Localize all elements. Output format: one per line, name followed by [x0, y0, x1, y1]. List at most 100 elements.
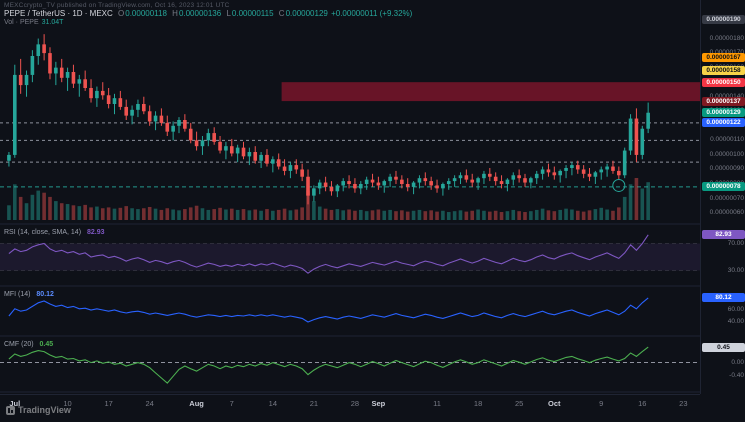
- volume-bar: [646, 182, 650, 220]
- volume-bar: [59, 203, 64, 220]
- candle-body: [288, 165, 293, 171]
- ohlc-close-value: 0.00000129: [285, 9, 328, 18]
- time-label-month: Aug: [189, 399, 204, 408]
- candle-body: [429, 181, 433, 186]
- volume-bar: [136, 209, 140, 220]
- volume-legend[interactable]: Vol · PEPE 31.04T: [4, 19, 63, 26]
- candle-body: [48, 53, 52, 74]
- time-label-day: 25: [514, 399, 524, 408]
- time-label-day: 16: [638, 399, 647, 408]
- volume-bar: [476, 209, 480, 220]
- volume-bar: [423, 211, 428, 220]
- rsi-value-tag[interactable]: 82.93: [702, 230, 745, 240]
- volume-bar: [206, 209, 211, 220]
- symbol-legend[interactable]: PEPE / TetherUS · 1D · MEXC O0.00000118 …: [4, 9, 412, 18]
- tradingview-logo[interactable]: TradingView: [6, 405, 71, 415]
- candle-body: [18, 74, 23, 86]
- candle-body: [511, 175, 516, 180]
- scale-tick: 0.00000140: [701, 93, 744, 101]
- volume-bar: [429, 210, 433, 220]
- candle-body: [347, 181, 351, 184]
- circle-drawing[interactable]: [612, 178, 626, 192]
- volume-bar: [353, 210, 357, 220]
- volume-bar: [570, 209, 574, 220]
- last-price-tag[interactable]: 0.00000129: [702, 108, 745, 118]
- mfi-value-tag[interactable]: 80.12: [702, 293, 745, 303]
- ohlc-low-value: 0.00000115: [231, 9, 274, 18]
- candle-body: [382, 181, 387, 186]
- mfi-name[interactable]: MFI (14): [4, 291, 31, 298]
- volume-bar: [517, 211, 521, 220]
- time-axis[interactable]: Jul 10 17 24 Aug 7 14 21 28 Sep 11 18 25 Oct 9 16 23: [0, 394, 700, 422]
- cmf-name[interactable]: CMF (20): [4, 341, 34, 348]
- cmf-value: 0.45: [39, 341, 54, 348]
- alert-tag-orange[interactable]: 0.00000167: [702, 52, 745, 62]
- candle-body: [282, 166, 287, 171]
- cmf-legend[interactable]: CMF (20) 0.45: [4, 341, 53, 348]
- volume-bar: [347, 209, 351, 220]
- symbol-title[interactable]: PEPE / TetherUS · 1D · MEXC: [4, 9, 113, 18]
- alert-tag-yellow[interactable]: 0.00000158: [702, 66, 745, 76]
- volume-bar: [247, 210, 252, 220]
- candle-body: [24, 74, 29, 86]
- candle-body: [124, 106, 129, 116]
- volume-bar: [435, 211, 439, 220]
- mfi-value: 80.12: [36, 291, 54, 298]
- volume-bar: [12, 184, 17, 220]
- volume-bar: [183, 209, 187, 220]
- volume-bar: [482, 210, 486, 220]
- alert-tag-blue[interactable]: 0.00000122: [702, 118, 745, 128]
- candle-body: [247, 152, 252, 157]
- volume-bar: [177, 210, 181, 220]
- volume-bar: [276, 209, 281, 220]
- volume-bar: [335, 209, 340, 220]
- volume-bar: [523, 212, 527, 220]
- scale-tick: 0.00000180: [709, 34, 744, 42]
- zone-top-tag[interactable]: 0.00000150: [702, 77, 745, 87]
- rsi-name[interactable]: RSI (14, close, SMA, 14): [4, 229, 82, 236]
- volume-bar: [194, 205, 199, 220]
- rsi-line[interactable]: [8, 234, 649, 274]
- ohlc-close-label: C: [278, 9, 285, 18]
- scale-top-gray-tag[interactable]: 0.00000190: [702, 15, 745, 25]
- cmf-line[interactable]: [8, 346, 649, 384]
- ohlc-high-label: H: [172, 9, 178, 18]
- candle-body: [165, 122, 170, 132]
- candle-body: [118, 98, 123, 107]
- zone-bottom-tag[interactable]: 0.00000137: [702, 96, 745, 106]
- volume-bar: [505, 211, 510, 220]
- volume-bar: [36, 190, 41, 220]
- price-scale[interactable]: 0.000001800.000001700.000001600.00000150…: [700, 0, 745, 394]
- candle-body: [488, 173, 492, 177]
- mfi-legend[interactable]: MFI (14) 80.12: [4, 291, 54, 298]
- time-label-day: 23: [679, 399, 688, 408]
- cmf-value-tag[interactable]: 0.45: [702, 342, 745, 352]
- volume-bar: [400, 210, 404, 220]
- rsi-legend[interactable]: RSI (14, close, SMA, 14) 82.93: [4, 229, 105, 236]
- main-chart-canvas[interactable]: [0, 0, 700, 394]
- candle-body: [59, 67, 64, 78]
- volume-bar: [640, 188, 645, 220]
- volume-bar: [358, 209, 363, 220]
- supply-zone-rectangle[interactable]: [281, 82, 700, 102]
- mfi-line[interactable]: [8, 297, 649, 323]
- candle-body: [622, 150, 627, 176]
- scale-tick: 0.00000110: [710, 136, 744, 144]
- candle-body: [147, 111, 152, 122]
- scale-tick: 0.00000090: [709, 165, 744, 173]
- candle-body: [529, 178, 533, 183]
- volume-bar: [470, 210, 475, 220]
- candle-body: [312, 188, 316, 196]
- candle-body: [370, 179, 375, 183]
- volume-bar: [617, 207, 621, 220]
- volume-bar: [147, 206, 152, 220]
- scale-tick: 0.00: [731, 358, 744, 366]
- support-line-tag[interactable]: 0.00000078: [702, 182, 745, 192]
- volume-bar: [458, 210, 463, 220]
- volume-bar: [112, 208, 117, 220]
- candle-body: [317, 182, 322, 189]
- time-label-month: Oct: [548, 399, 561, 408]
- candle-body: [411, 182, 416, 187]
- scale-tick: -0.40: [729, 372, 744, 380]
- candle-body: [628, 118, 633, 151]
